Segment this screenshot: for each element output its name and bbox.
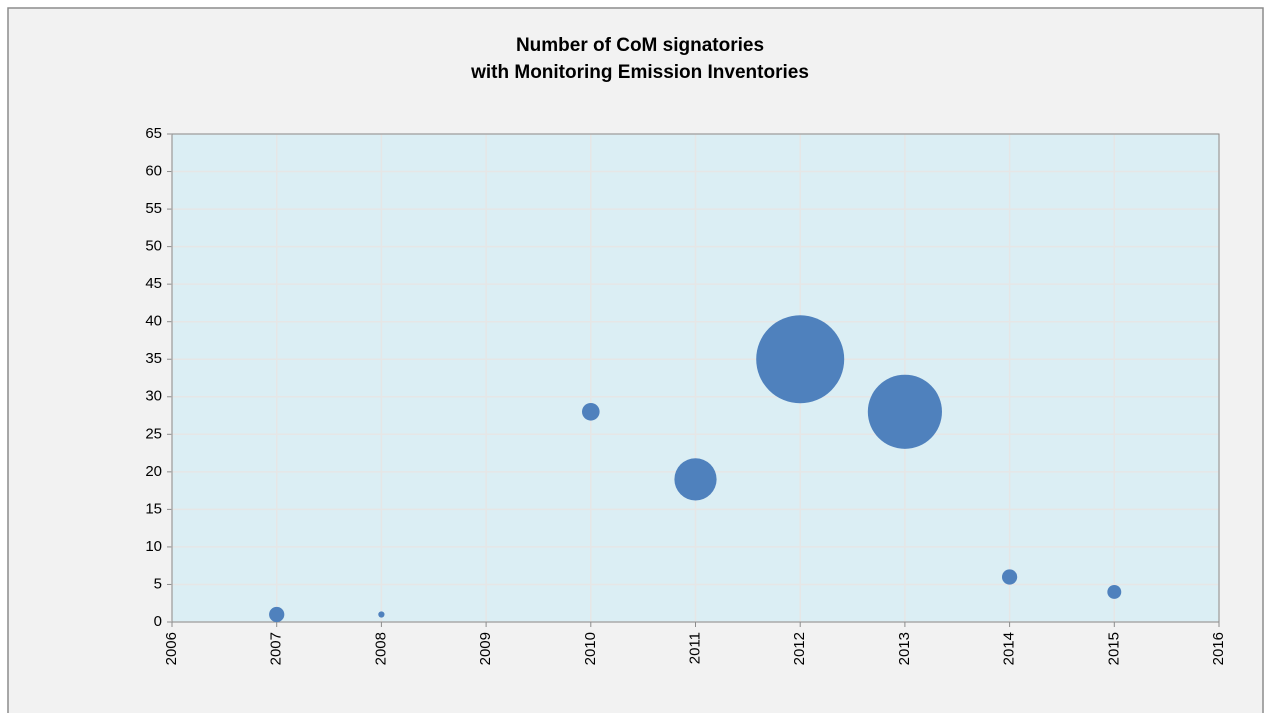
x-tick-label: 2015 xyxy=(1105,632,1122,665)
x-tick-label: 2011 xyxy=(686,632,703,664)
y-tick-label: 65 xyxy=(145,125,162,142)
y-tick-label: 30 xyxy=(145,388,162,405)
y-tick-label: 40 xyxy=(145,313,162,330)
bubble xyxy=(756,315,845,404)
x-tick-label: 2008 xyxy=(372,632,389,665)
y-tick-label: 25 xyxy=(145,425,162,442)
x-tick-label: 2013 xyxy=(896,632,913,665)
y-tick-label: 35 xyxy=(145,350,162,367)
x-tick-label: 2009 xyxy=(477,632,494,665)
bubble xyxy=(1001,569,1018,585)
y-tick-label: 20 xyxy=(145,463,162,480)
x-tick-label: 2010 xyxy=(582,632,599,665)
bubble xyxy=(378,611,385,618)
x-tick-label: 2012 xyxy=(791,632,808,665)
bubble xyxy=(867,374,942,449)
y-tick-label: 5 xyxy=(154,575,162,592)
y-tick-label: 60 xyxy=(145,163,162,180)
bubble xyxy=(1107,585,1122,599)
plot-border xyxy=(171,133,1220,623)
y-tick-label: 15 xyxy=(145,500,162,517)
y-tick-label: 50 xyxy=(145,238,162,255)
y-tick-label: 45 xyxy=(145,275,162,292)
bubble xyxy=(269,606,285,623)
bubble xyxy=(674,458,717,501)
y-tick-label: 0 xyxy=(154,613,162,630)
x-tick-label: 2006 xyxy=(163,632,180,665)
x-tick-label: 2016 xyxy=(1210,632,1227,665)
bubble xyxy=(582,402,600,421)
y-tick-label: 55 xyxy=(145,200,162,217)
x-tick-label: 2007 xyxy=(268,632,285,665)
y-tick-label: 10 xyxy=(145,538,162,555)
chart-title: with Monitoring Emission Inventories xyxy=(470,62,809,83)
x-tick-label: 2014 xyxy=(1001,632,1018,665)
chart-title: Number of CoM signatories xyxy=(516,35,764,56)
